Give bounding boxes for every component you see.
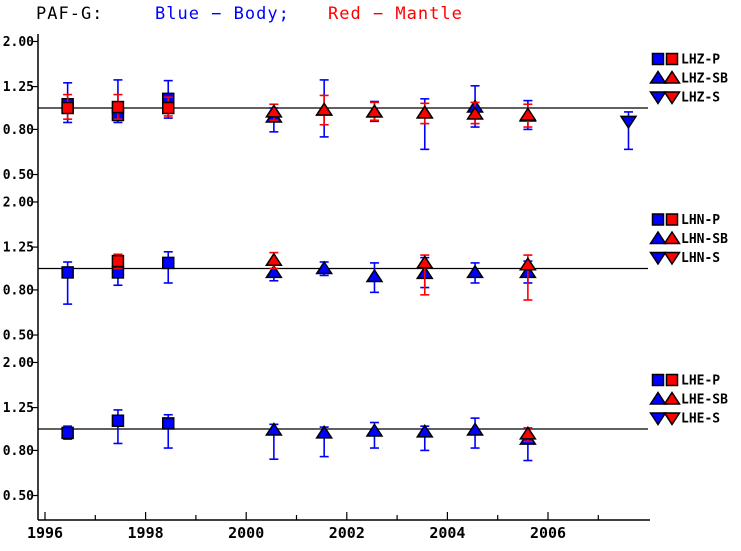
data-point-lhe-sb-body (264, 422, 283, 436)
data-point-lhn-p-mantle (111, 254, 125, 268)
title-body-label: Blue − Body; (155, 4, 290, 24)
legend-label: LHE-P (681, 374, 720, 389)
legend-marker-body (649, 91, 667, 105)
legend-label: LHE-S (681, 412, 720, 427)
y-tick-label: 2.00 (3, 195, 34, 210)
data-point-lhn-sb-mantle (415, 255, 434, 269)
legend-label: LHE-SB (681, 393, 728, 408)
data-point-lhn-sb-body (315, 260, 334, 275)
y-tick-label: 0.80 (3, 444, 34, 459)
data-point-lhz-p-mantle (61, 101, 74, 115)
data-point-lhe-sb-body (365, 423, 384, 437)
data-point-lhe-sb-body (315, 425, 334, 439)
data-point-lhz-sb-mantle (264, 104, 283, 118)
legend-marker-body (649, 251, 667, 266)
y-tick-label: 2.00 (3, 356, 34, 371)
y-tick-label: 0.50 (3, 489, 34, 504)
legend-marker-mantle (665, 373, 679, 387)
x-tick-label: 2002 (329, 524, 365, 542)
legend-marker-body (651, 213, 665, 226)
data-point-lhe-p-body (111, 414, 125, 427)
legend-marker-mantle (663, 251, 681, 266)
y-tick-label: 1.25 (3, 401, 34, 416)
x-tick-label: 2004 (429, 524, 465, 542)
x-tick-label: 2000 (228, 524, 264, 542)
data-point-lhn-sb-mantle (264, 252, 283, 266)
y-tick-label: 0.50 (3, 168, 34, 183)
data-point-lhz-p-mantle (161, 101, 175, 115)
legend-label: LHZ-SB (681, 72, 728, 87)
data-point-lhe-p-body (161, 417, 175, 430)
data-point-lhe-sb-body (466, 422, 484, 436)
legend-marker-body (649, 230, 667, 245)
data-point-lhz-p-mantle (111, 100, 125, 114)
x-tick-label: 2006 (530, 524, 566, 542)
legend-label: LHN-S (681, 251, 720, 266)
legend-label: LHZ-P (681, 53, 720, 68)
legend-marker-mantle (665, 213, 679, 226)
y-tick-label: 0.80 (3, 283, 34, 298)
data-point-lhn-sb-body (264, 264, 283, 279)
y-tick-label: 1.25 (3, 241, 34, 256)
x-tick-label: 1998 (128, 524, 164, 542)
title-mantle-label: Red − Mantle (328, 4, 463, 24)
legend-marker-mantle (663, 412, 681, 426)
legend-label: LHN-P (681, 213, 720, 228)
data-point-lhz-sb-mantle (315, 102, 334, 116)
legend-marker-body (649, 412, 667, 426)
legend-marker-body (651, 373, 665, 387)
data-point-lhn-p-body (61, 266, 74, 279)
x-tick-label: 1996 (27, 524, 63, 542)
data-point-lhe-sb-body (415, 424, 434, 438)
data-point-lhn-p-body (161, 256, 175, 270)
data-point-lhe-p-body (61, 426, 74, 440)
data-point-lhz-sb-mantle (415, 105, 434, 119)
y-tick-label: 0.80 (3, 123, 34, 138)
legend-marker-mantle (665, 52, 679, 66)
data-point-lhn-sb-mantle (518, 256, 537, 271)
data-point-lhz-sb-mantle (518, 107, 537, 121)
legend-marker-mantle (663, 70, 681, 84)
legend-marker-body (651, 52, 665, 66)
data-point-lhe-sb-mantle (518, 426, 537, 440)
y-tick-label: 1.25 (3, 80, 34, 95)
data-point-lhn-sb-body (365, 268, 384, 283)
legend-label: LHZ-S (681, 91, 720, 106)
legend-marker-mantle (663, 230, 681, 245)
data-point-lhn-sb-body (466, 264, 484, 279)
y-tick-label: 0.50 (3, 329, 34, 344)
data-point-lhz-s-body (619, 115, 638, 130)
station-name: PAF-G: (36, 4, 104, 24)
legend-marker-mantle (663, 391, 681, 405)
plot-title: PAF-G: Blue − Body; Red − Mantle (0, 4, 741, 28)
legend-marker-body (649, 391, 667, 405)
legend-marker-mantle (663, 91, 681, 105)
y-tick-label: 2.00 (3, 35, 34, 50)
data-point-lhz-sb-mantle (466, 106, 484, 120)
legend-label: LHN-SB (681, 232, 728, 247)
data-point-lhz-sb-mantle (365, 104, 384, 118)
legend-marker-body (649, 70, 667, 84)
